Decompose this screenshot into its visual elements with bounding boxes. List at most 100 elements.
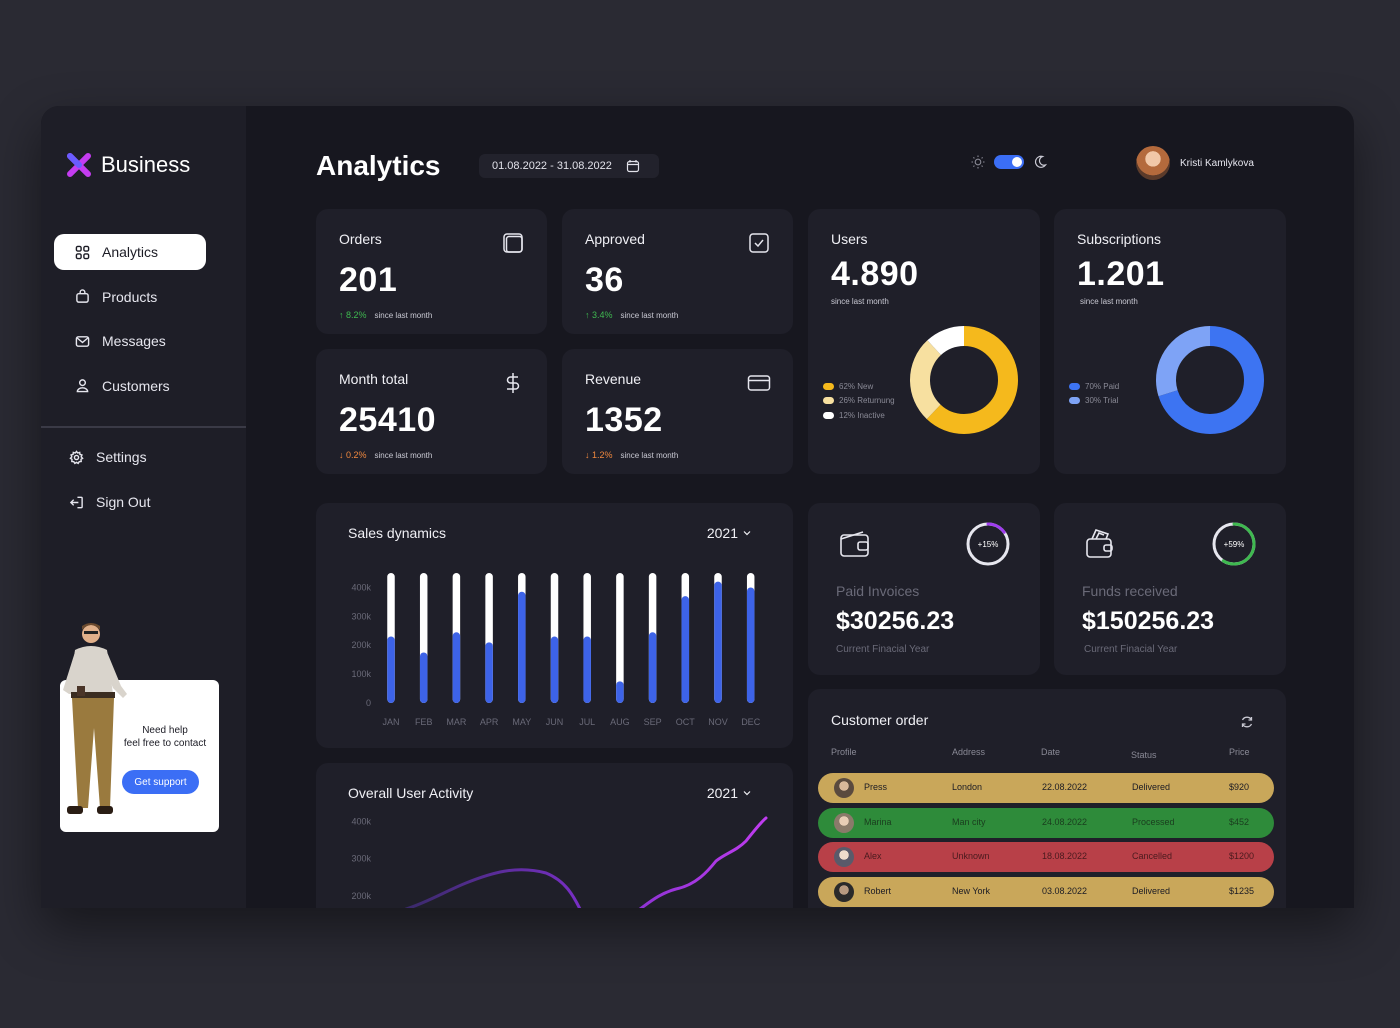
- row-name: Robert: [864, 886, 892, 896]
- ring-progress: [1212, 522, 1256, 566]
- month-total-change: ↓ 0.2% since last month: [339, 450, 432, 460]
- x-tick-label: JAN: [382, 717, 399, 727]
- col-date: Date: [1041, 747, 1061, 757]
- wallet-icon: [840, 531, 869, 557]
- row-date: 03.08.2022: [1042, 886, 1088, 896]
- help-line-1: Need help: [142, 725, 188, 736]
- row-status: Cancelled: [1132, 851, 1173, 861]
- bar-track: [616, 573, 624, 703]
- sidebar: Business Analytics Products Messages Cus…: [41, 106, 246, 908]
- table-row[interactable]: Alex Unknown 18.08.2022 Cancelled $1200: [818, 842, 1274, 872]
- sidebar-item-customers[interactable]: Customers: [54, 368, 206, 404]
- month-total-note: since last month: [374, 450, 433, 460]
- app-window: Business Analytics Products Messages Cus…: [41, 106, 1354, 908]
- sales-dynamics-title: Sales dynamics: [348, 525, 447, 541]
- user-activity-card: Overall User Activity 2021 400k 300k 200k: [316, 763, 793, 908]
- activity-line: [404, 816, 768, 908]
- orders-icon: [503, 233, 523, 253]
- row-address: New York: [952, 886, 991, 896]
- get-support-button[interactable]: Get support: [122, 770, 199, 794]
- brand-logo[interactable]: Business: [67, 152, 190, 178]
- y-tick-label: 300k: [351, 611, 371, 621]
- arrow-down-icon: ↓: [585, 450, 590, 460]
- funds-received-value: $150256.23: [1082, 607, 1215, 635]
- legend-item: 12% Inactive: [823, 408, 895, 423]
- sidebar-item-products[interactable]: Products: [54, 279, 206, 315]
- row-date: 18.08.2022: [1042, 851, 1088, 861]
- page-title: Analytics: [316, 150, 441, 181]
- date-range-picker[interactable]: 01.08.2022 - 31.08.2022: [479, 154, 659, 178]
- bar[interactable]: [485, 642, 493, 703]
- sidebar-item-sign-out[interactable]: Sign Out: [67, 484, 227, 520]
- checkbox-icon: [749, 233, 769, 253]
- refresh-icon[interactable]: [1240, 715, 1254, 729]
- row-status: Processed: [1132, 817, 1175, 827]
- y-tick-label: 100k: [351, 669, 371, 679]
- bar[interactable]: [681, 596, 690, 703]
- help-line-2: feel free to contact: [123, 738, 207, 749]
- sidebar-item-label: Messages: [102, 333, 166, 349]
- col-address: Address: [952, 747, 986, 757]
- x-tick-label: OCT: [676, 717, 696, 727]
- users-slice: [910, 326, 1018, 434]
- bar[interactable]: [419, 652, 428, 703]
- approved-note: since last month: [620, 310, 679, 320]
- user-activity-line-chart: 400k 300k 200k: [351, 816, 768, 908]
- row-address: London: [952, 782, 983, 792]
- bar[interactable]: [616, 681, 624, 703]
- theme-toggle[interactable]: [994, 155, 1024, 169]
- secondary-nav: Settings Sign Out: [67, 439, 227, 529]
- arrow-up-icon: ↑: [585, 310, 590, 320]
- row-address: Man city: [952, 817, 986, 827]
- sidebar-item-settings[interactable]: Settings: [67, 439, 227, 475]
- user-profile[interactable]: Kristi Kamlykova: [1136, 146, 1254, 180]
- date-range-value: 01.08.2022 - 31.08.2022: [492, 160, 612, 172]
- bar[interactable]: [648, 632, 657, 703]
- legend-label: 62% New: [839, 381, 874, 391]
- y-tick-label: 200k: [351, 640, 371, 650]
- approved-change: ↑ 3.4% since last month: [585, 310, 678, 320]
- orders-change-value: 8.2%: [346, 310, 367, 320]
- table-row[interactable]: Marina Man city 24.08.2022 Processed $45…: [818, 808, 1274, 838]
- sales-year-select[interactable]: 2021: [707, 525, 751, 541]
- row-date: 24.08.2022: [1042, 817, 1088, 827]
- user-name: Kristi Kamlykova: [1180, 157, 1254, 169]
- bar[interactable]: [387, 636, 395, 703]
- table-row[interactable]: Press London 22.08.2022 Delivered $920: [818, 773, 1274, 803]
- bar[interactable]: [714, 581, 722, 703]
- bar[interactable]: [746, 587, 755, 703]
- calendar-icon: [626, 160, 639, 173]
- row-status: Delivered: [1132, 782, 1171, 792]
- activity-year-select[interactable]: 2021: [707, 785, 751, 801]
- bar[interactable]: [550, 636, 559, 703]
- y-tick-label: 300k: [351, 854, 371, 864]
- orders-change: ↑ 8.2% since last month: [339, 310, 432, 320]
- col-price: Price: [1229, 747, 1250, 757]
- y-tick-label: 400k: [351, 582, 371, 592]
- x-tick-label: APR: [480, 717, 499, 727]
- sidebar-item-analytics[interactable]: Analytics: [54, 234, 206, 270]
- row-price: $920: [1229, 782, 1250, 792]
- table-row[interactable]: Robert New York 03.08.2022 Delivered $12…: [818, 877, 1274, 907]
- paid-invoices-label: Paid Invoices: [836, 583, 920, 599]
- revenue-value: 1352: [585, 401, 663, 439]
- month-total-change-value: 0.2%: [346, 450, 367, 460]
- avatar: [834, 778, 854, 798]
- bar[interactable]: [518, 591, 526, 703]
- customer-order-card: Customer order Profile Address Date Stat…: [808, 689, 1286, 908]
- sidebar-item-label: Products: [102, 288, 158, 305]
- month-total-value: 25410: [339, 401, 437, 439]
- avatar: [834, 813, 854, 833]
- subscriptions-card: Subscriptions 1.201 since last month 70%…: [1054, 209, 1286, 474]
- chevron-down-icon: [743, 531, 751, 536]
- approved-card: Approved 36 ↑ 3.4% since last month: [562, 209, 793, 334]
- legend-item: 30% Trial: [1069, 394, 1119, 409]
- month-total-card: Month total 25410 ↓ 0.2% since last mont…: [316, 349, 547, 474]
- bar[interactable]: [583, 636, 591, 703]
- bar[interactable]: [452, 632, 461, 703]
- theme-switch: [971, 155, 1047, 169]
- approved-change-value: 3.4%: [592, 310, 613, 320]
- avatar: [1136, 146, 1170, 180]
- y-tick-label: 0: [366, 698, 371, 708]
- sidebar-item-messages[interactable]: Messages: [54, 323, 206, 359]
